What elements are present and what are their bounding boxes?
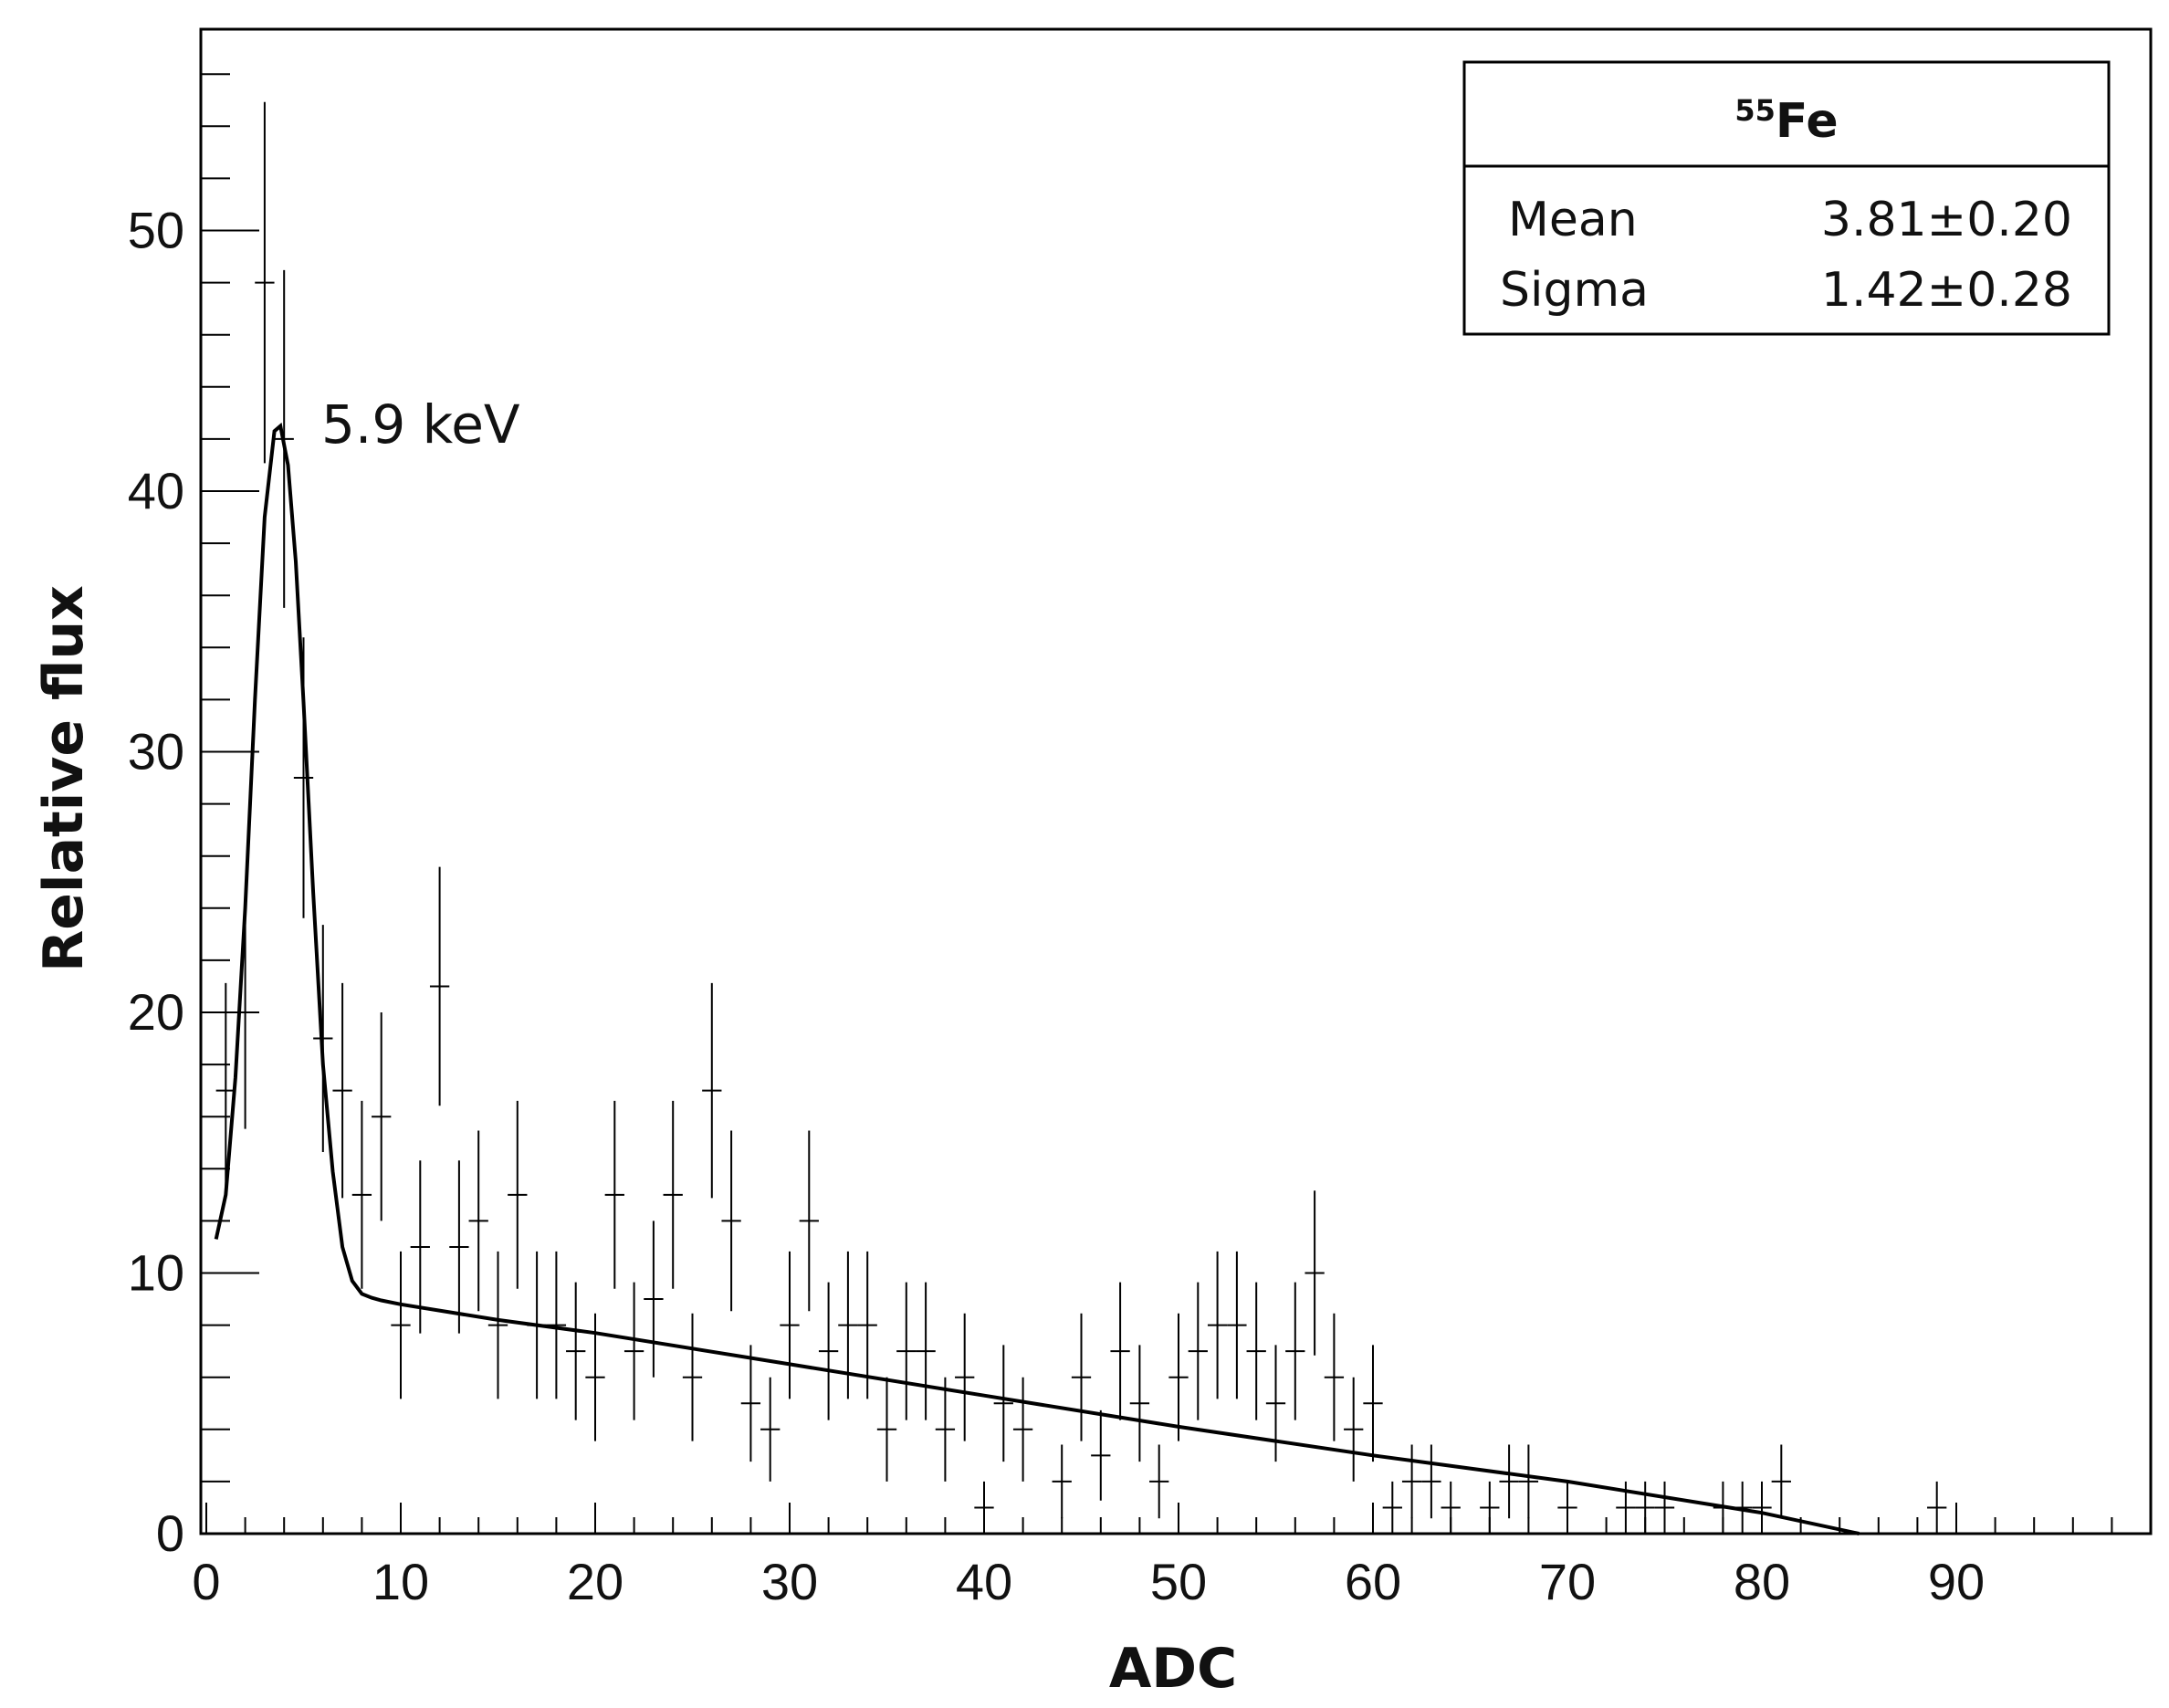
y-tick-label: 10 [128,1244,184,1302]
x-tick-label: 80 [1734,1553,1790,1610]
x-tick-labels: 0 10 20 30 40 50 60 70 80 90 [192,1553,1985,1610]
data-point [799,1130,819,1312]
y-tick-label: 30 [128,723,184,781]
y-tick-label: 40 [128,462,184,519]
data-point [1752,1481,1772,1534]
data-point [1324,1313,1345,1441]
data-point [1110,1282,1130,1420]
data-point [896,1282,917,1420]
x-tick-label: 40 [956,1553,1012,1610]
data-point [644,1221,664,1378]
data-point [332,982,352,1199]
data-point [721,1130,741,1312]
data-point [215,982,236,1199]
data-point [1771,1444,1791,1519]
data-point [916,1282,936,1420]
data-point [935,1377,956,1482]
data-point [1129,1345,1150,1462]
data-point [818,1282,839,1420]
data-point [623,1282,644,1420]
data-point [1012,1377,1033,1482]
data-point [857,1251,877,1399]
data-point [780,1251,800,1399]
data-point [1305,1190,1325,1356]
data-point [682,1313,703,1441]
x-tick-label: 20 [567,1553,623,1610]
data-point [487,1251,508,1399]
data-point [1557,1481,1577,1534]
data-point [1285,1282,1305,1420]
fit-curve [214,422,1860,1535]
stats-box-frame [1462,60,2111,336]
stats-row-sigma-name: Sigma [1500,263,1649,318]
data-point [1227,1251,1247,1399]
y-tick-label: 20 [128,983,184,1041]
data-point [372,1012,392,1221]
y-tick-labels: 0 10 20 30 40 50 [128,202,184,1563]
y-axis-title: Relative flux [32,585,96,972]
data-point [1091,1409,1111,1501]
data-point [1363,1345,1383,1462]
stats-box: 55Fe Mean 3.81±0.20 Sigma 1.42±0.28 [1462,60,2111,336]
plot-frame [199,27,2153,1535]
x-tick-label: 50 [1150,1553,1207,1610]
data-point [391,1251,411,1399]
y-tick-label: 50 [128,202,184,259]
data-point [1071,1313,1092,1441]
stats-title-main: Fe [1776,94,1839,149]
stats-title-superscript: 55 [1734,93,1776,128]
data-point [760,1377,781,1482]
peak-annotation: 5.9 keV [321,393,520,456]
data-point [1401,1444,1422,1519]
data-point [993,1345,1013,1462]
data-point [1188,1282,1208,1420]
x-axis-title: ADC [1109,1637,1237,1701]
data-point [1441,1481,1461,1534]
data-point [255,101,275,464]
data-point [410,1160,430,1334]
x-tick-label: 30 [761,1553,818,1610]
data-point [1654,1481,1675,1534]
data-point [449,1160,469,1334]
data-point [876,1377,897,1482]
stats-title: 55Fe [1734,93,1838,149]
data-point [702,982,722,1199]
data-point [1635,1481,1655,1534]
data-point [508,1100,528,1289]
y-tick-label: 0 [156,1504,184,1562]
x-tick-label: 0 [192,1553,220,1610]
stats-row-mean-value: 3.81±0.20 [1821,193,2072,247]
data-point [1480,1481,1500,1534]
data-point [1052,1444,1072,1519]
data-point [468,1130,488,1312]
data-point [740,1345,761,1462]
x-tick-label: 90 [1928,1553,1985,1610]
data-point [566,1282,586,1420]
data-point [1344,1377,1364,1482]
data-points [215,101,1947,1534]
data-point [604,1100,624,1289]
data-point [1168,1313,1189,1441]
data-point [1518,1444,1539,1519]
x-tick-label: 60 [1345,1553,1401,1610]
data-point [1246,1282,1266,1420]
stats-row-sigma-value: 1.42±0.28 [1821,263,2072,318]
data-point [1927,1481,1947,1534]
data-point [1149,1444,1169,1519]
x-tick-label: 70 [1539,1553,1596,1610]
x-tick-label: 10 [372,1553,429,1610]
data-point [1207,1251,1228,1399]
data-point [351,1100,372,1289]
data-point [1499,1444,1519,1519]
stats-row-mean-name: Mean [1508,193,1638,247]
data-point [955,1313,975,1441]
data-point [1421,1444,1441,1519]
data-point [1382,1481,1402,1534]
data-point [429,866,450,1106]
data-point [663,1100,683,1289]
data-point [974,1481,994,1534]
